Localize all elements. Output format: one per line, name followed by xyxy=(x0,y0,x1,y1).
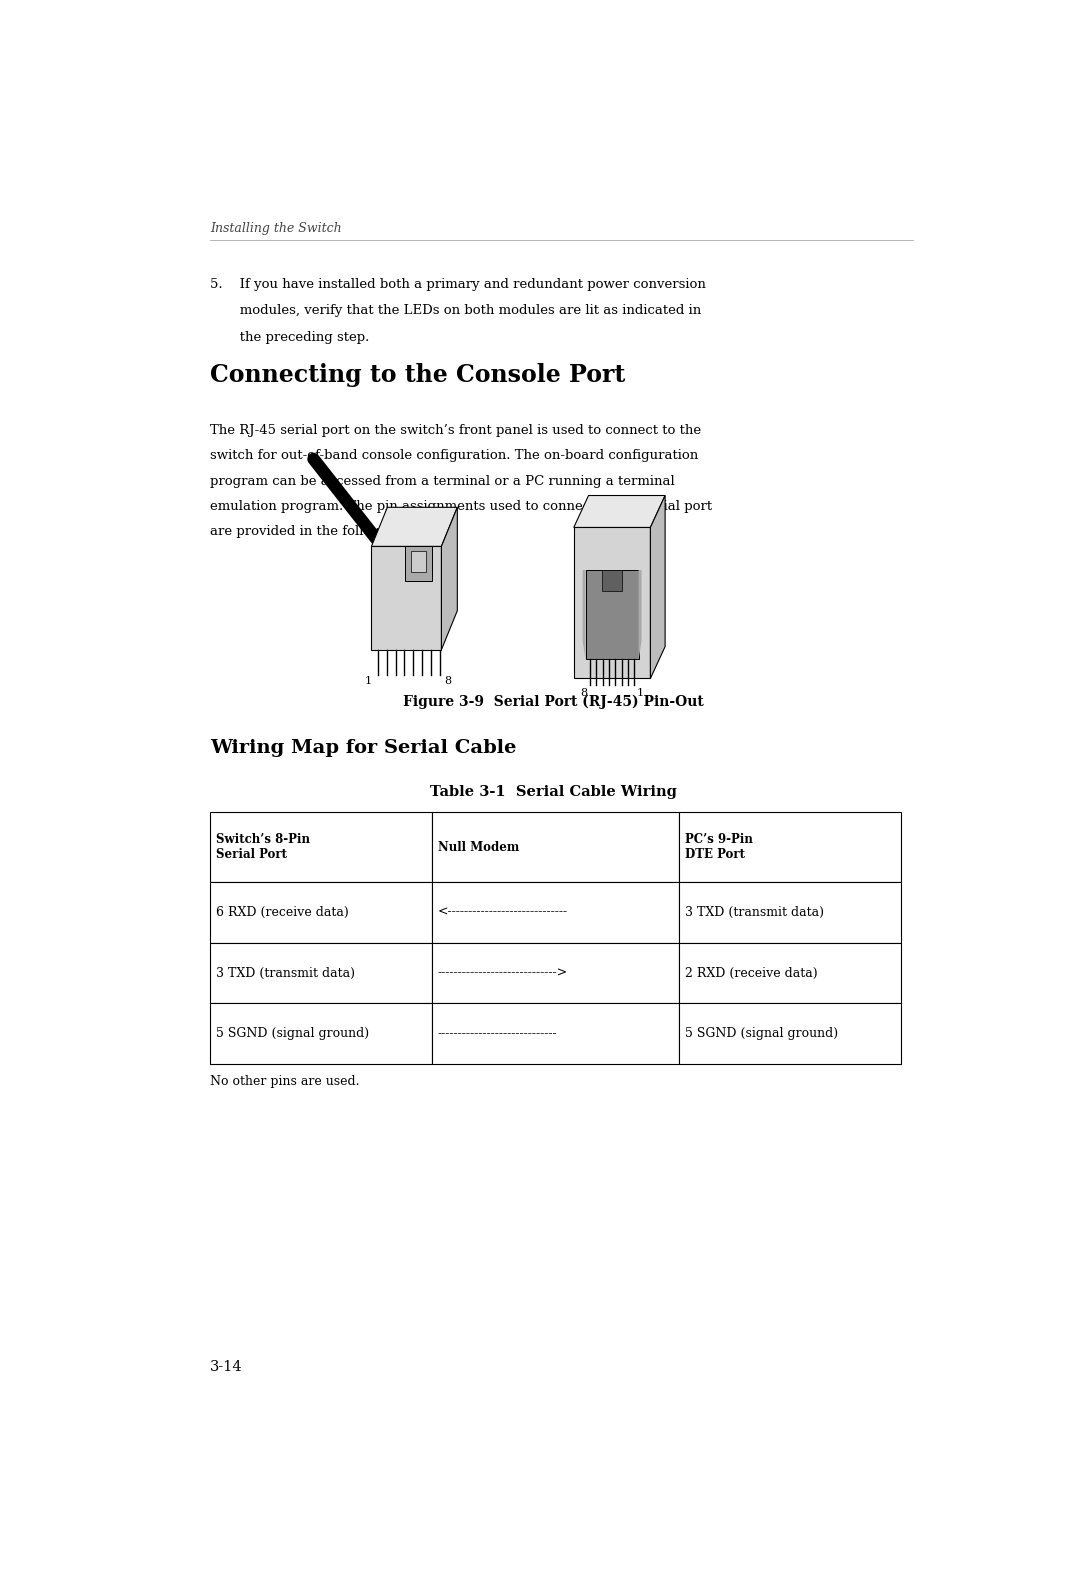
Bar xyxy=(211,812,432,882)
Bar xyxy=(679,882,901,942)
Text: No other pins are used.: No other pins are used. xyxy=(211,1075,360,1088)
Text: are provided in the following table.: are provided in the following table. xyxy=(211,526,446,539)
Text: 8: 8 xyxy=(445,677,451,686)
Text: 3 TXD (transmit data): 3 TXD (transmit data) xyxy=(685,906,824,918)
Text: Table 3-1  Serial Cable Wiring: Table 3-1 Serial Cable Wiring xyxy=(430,785,677,799)
Polygon shape xyxy=(573,528,650,678)
Polygon shape xyxy=(442,507,457,650)
Text: 3 TXD (transmit data): 3 TXD (transmit data) xyxy=(216,967,355,980)
Bar xyxy=(211,942,432,1003)
Text: ----------------------------->: -----------------------------> xyxy=(438,967,568,980)
Text: 5 SGND (signal ground): 5 SGND (signal ground) xyxy=(685,1027,838,1039)
Text: Null Modem: Null Modem xyxy=(438,842,519,854)
Text: Installing the Switch: Installing the Switch xyxy=(211,221,342,236)
Polygon shape xyxy=(650,496,665,678)
Bar xyxy=(432,942,679,1003)
Text: switch for out-of-band console configuration. The on-board configuration: switch for out-of-band console configura… xyxy=(211,449,699,462)
Bar xyxy=(432,812,679,882)
Text: the preceding step.: the preceding step. xyxy=(211,331,369,344)
Text: 1: 1 xyxy=(365,677,373,686)
Polygon shape xyxy=(372,546,442,650)
Text: modules, verify that the LEDs on both modules are lit as indicated in: modules, verify that the LEDs on both mo… xyxy=(211,305,702,317)
Text: 5 SGND (signal ground): 5 SGND (signal ground) xyxy=(216,1027,369,1039)
Bar xyxy=(679,812,901,882)
Text: Figure 3-9  Serial Port (RJ-45) Pin-Out: Figure 3-9 Serial Port (RJ-45) Pin-Out xyxy=(403,694,704,708)
Bar xyxy=(432,882,679,942)
Text: -----------------------------: ----------------------------- xyxy=(438,1027,557,1039)
Polygon shape xyxy=(602,570,622,592)
Polygon shape xyxy=(585,570,638,659)
Text: <-----------------------------: <----------------------------- xyxy=(438,906,568,918)
Text: Wiring Map for Serial Cable: Wiring Map for Serial Cable xyxy=(211,739,516,757)
Text: PC’s 9-Pin
DTE Port: PC’s 9-Pin DTE Port xyxy=(685,834,753,862)
Text: program can be accessed from a terminal or a PC running a terminal: program can be accessed from a terminal … xyxy=(211,474,675,488)
Text: 3-14: 3-14 xyxy=(211,1360,243,1374)
Text: 1: 1 xyxy=(637,688,645,697)
Polygon shape xyxy=(405,546,432,581)
Polygon shape xyxy=(411,551,426,571)
Polygon shape xyxy=(582,570,585,659)
Text: Connecting to the Console Port: Connecting to the Console Port xyxy=(211,363,625,386)
Text: The RJ-45 serial port on the switch’s front panel is used to connect to the: The RJ-45 serial port on the switch’s fr… xyxy=(211,424,701,436)
Text: emulation program. The pin assignments used to connect to the serial port: emulation program. The pin assignments u… xyxy=(211,499,713,513)
Text: Switch’s 8-Pin
Serial Port: Switch’s 8-Pin Serial Port xyxy=(216,834,310,862)
Polygon shape xyxy=(372,507,457,546)
Bar xyxy=(211,882,432,942)
Polygon shape xyxy=(573,496,665,528)
Text: 8: 8 xyxy=(580,688,588,697)
Text: 5.    If you have installed both a primary and redundant power conversion: 5. If you have installed both a primary … xyxy=(211,278,706,290)
Bar xyxy=(679,1003,901,1063)
Text: 6 RXD (receive data): 6 RXD (receive data) xyxy=(216,906,349,918)
Polygon shape xyxy=(638,570,642,659)
Bar xyxy=(679,942,901,1003)
Bar xyxy=(211,1003,432,1063)
Text: 2 RXD (receive data): 2 RXD (receive data) xyxy=(685,967,818,980)
Bar xyxy=(432,1003,679,1063)
